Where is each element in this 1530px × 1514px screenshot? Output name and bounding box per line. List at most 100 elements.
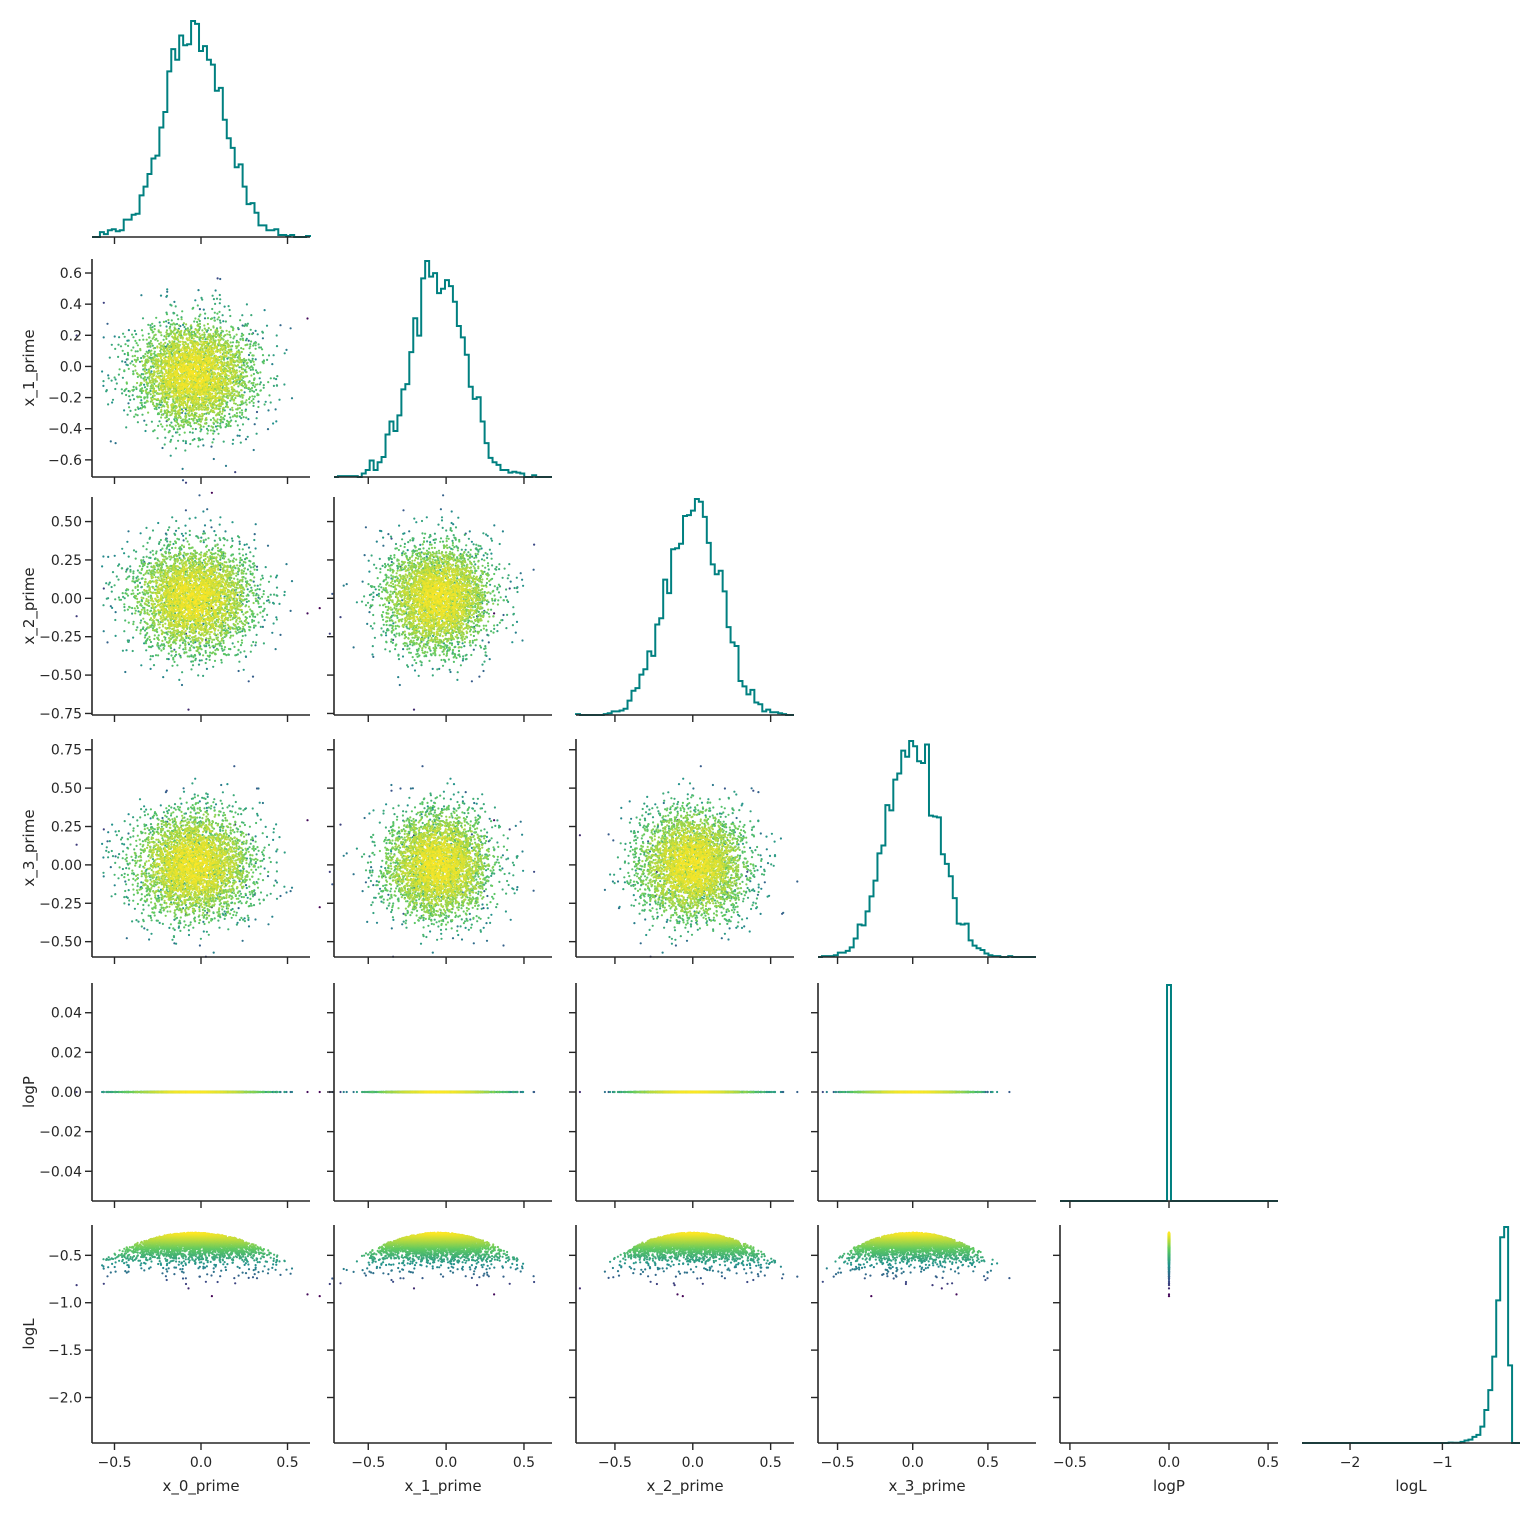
scatter-point [143, 364, 145, 366]
scatter-point [159, 393, 161, 395]
scatter-point [183, 322, 185, 324]
scatter-point [246, 325, 248, 327]
scatter-point [161, 426, 163, 428]
scatter-point [219, 322, 221, 324]
scatter-point [175, 407, 177, 409]
scatter-point [232, 337, 234, 339]
scatter-point [207, 429, 209, 431]
scatter-point [276, 375, 278, 377]
scatter-point [151, 323, 153, 325]
scatter-point [272, 422, 274, 424]
scatter-point [141, 382, 143, 384]
scatter-point [109, 357, 111, 359]
scatter-point [242, 394, 244, 396]
scatter-point [252, 367, 254, 369]
scatter-point [229, 416, 231, 418]
scatter-point [161, 371, 163, 373]
scatter-point [213, 438, 215, 440]
scatter-point [275, 420, 277, 422]
scatter-point [236, 412, 238, 414]
scatter-point [150, 350, 152, 352]
scatter-point [163, 321, 165, 323]
scatter-point [212, 295, 214, 297]
scatter-point [241, 351, 243, 353]
scatter-point [128, 368, 130, 370]
scatter-point [229, 395, 231, 397]
scatter-point [250, 340, 252, 342]
scatter-point [268, 394, 270, 396]
scatter-point [233, 399, 235, 401]
scatter-point [153, 383, 155, 385]
scatter-point [199, 308, 201, 310]
scatter-point [273, 385, 275, 387]
scatter-point [131, 334, 133, 336]
scatter-point [173, 312, 175, 314]
scatter-point [183, 421, 185, 423]
scatter-point [191, 414, 193, 416]
scatter-point [192, 335, 194, 337]
scatter-point [222, 314, 224, 316]
scatter-point [125, 426, 127, 428]
scatter-point [152, 331, 154, 333]
scatter-point [229, 421, 231, 423]
scatter-point [188, 421, 190, 423]
scatter-point [179, 428, 181, 430]
scatter-point [175, 447, 177, 449]
scatter-point [255, 348, 257, 350]
scatter-point [132, 370, 134, 372]
scatter-point [150, 353, 152, 355]
scatter-point [157, 398, 159, 400]
scatter-point [153, 405, 155, 407]
scatter-point [118, 374, 120, 376]
scatter-point [247, 436, 249, 438]
scatter-point [253, 449, 255, 451]
scatter-point [261, 348, 263, 350]
scatter-point [129, 362, 131, 364]
scatter-point [250, 329, 252, 331]
scatter-point [122, 333, 124, 335]
scatter-point [199, 406, 201, 408]
scatter-point [198, 325, 200, 327]
scatter-point [189, 443, 191, 445]
scatter-point [169, 425, 171, 427]
scatter-point [122, 377, 124, 379]
scatter-point [114, 388, 116, 390]
scatter-point [182, 419, 184, 421]
scatter-point [244, 369, 246, 371]
scatter-point [241, 379, 243, 381]
scatter-point [248, 333, 250, 335]
scatter-point [170, 455, 172, 457]
scatter-point [234, 353, 236, 355]
scatter-point [182, 479, 184, 481]
scatter-point [244, 391, 246, 393]
scatter-point [131, 360, 133, 362]
scatter-point [234, 415, 236, 417]
scatter-point [153, 390, 155, 392]
scatter-point [141, 404, 143, 406]
scatter-point [142, 339, 144, 341]
scatter-point [238, 378, 240, 380]
scatter-point [134, 369, 136, 371]
scatter-point [135, 413, 137, 415]
scatter-point [178, 324, 180, 326]
scatter-point [164, 443, 166, 445]
scatter-point [194, 299, 196, 301]
scatter-point [218, 414, 220, 416]
scatter-point [158, 412, 160, 414]
scatter-point [159, 321, 161, 323]
scatter-point [207, 412, 209, 414]
scatter-point [213, 458, 215, 460]
scatter-point [198, 439, 200, 441]
scatter-point [130, 349, 132, 351]
scatter-point [246, 362, 248, 364]
scatter-point [127, 345, 129, 347]
scatter-point [144, 353, 146, 355]
scatter-point [152, 359, 154, 361]
scatter-point [253, 354, 255, 356]
scatter-point [223, 351, 225, 353]
scatter-point [196, 321, 198, 323]
scatter-point [185, 482, 187, 484]
scatter-point [256, 417, 258, 419]
scatter-point [265, 401, 267, 403]
scatter-point [251, 400, 253, 402]
